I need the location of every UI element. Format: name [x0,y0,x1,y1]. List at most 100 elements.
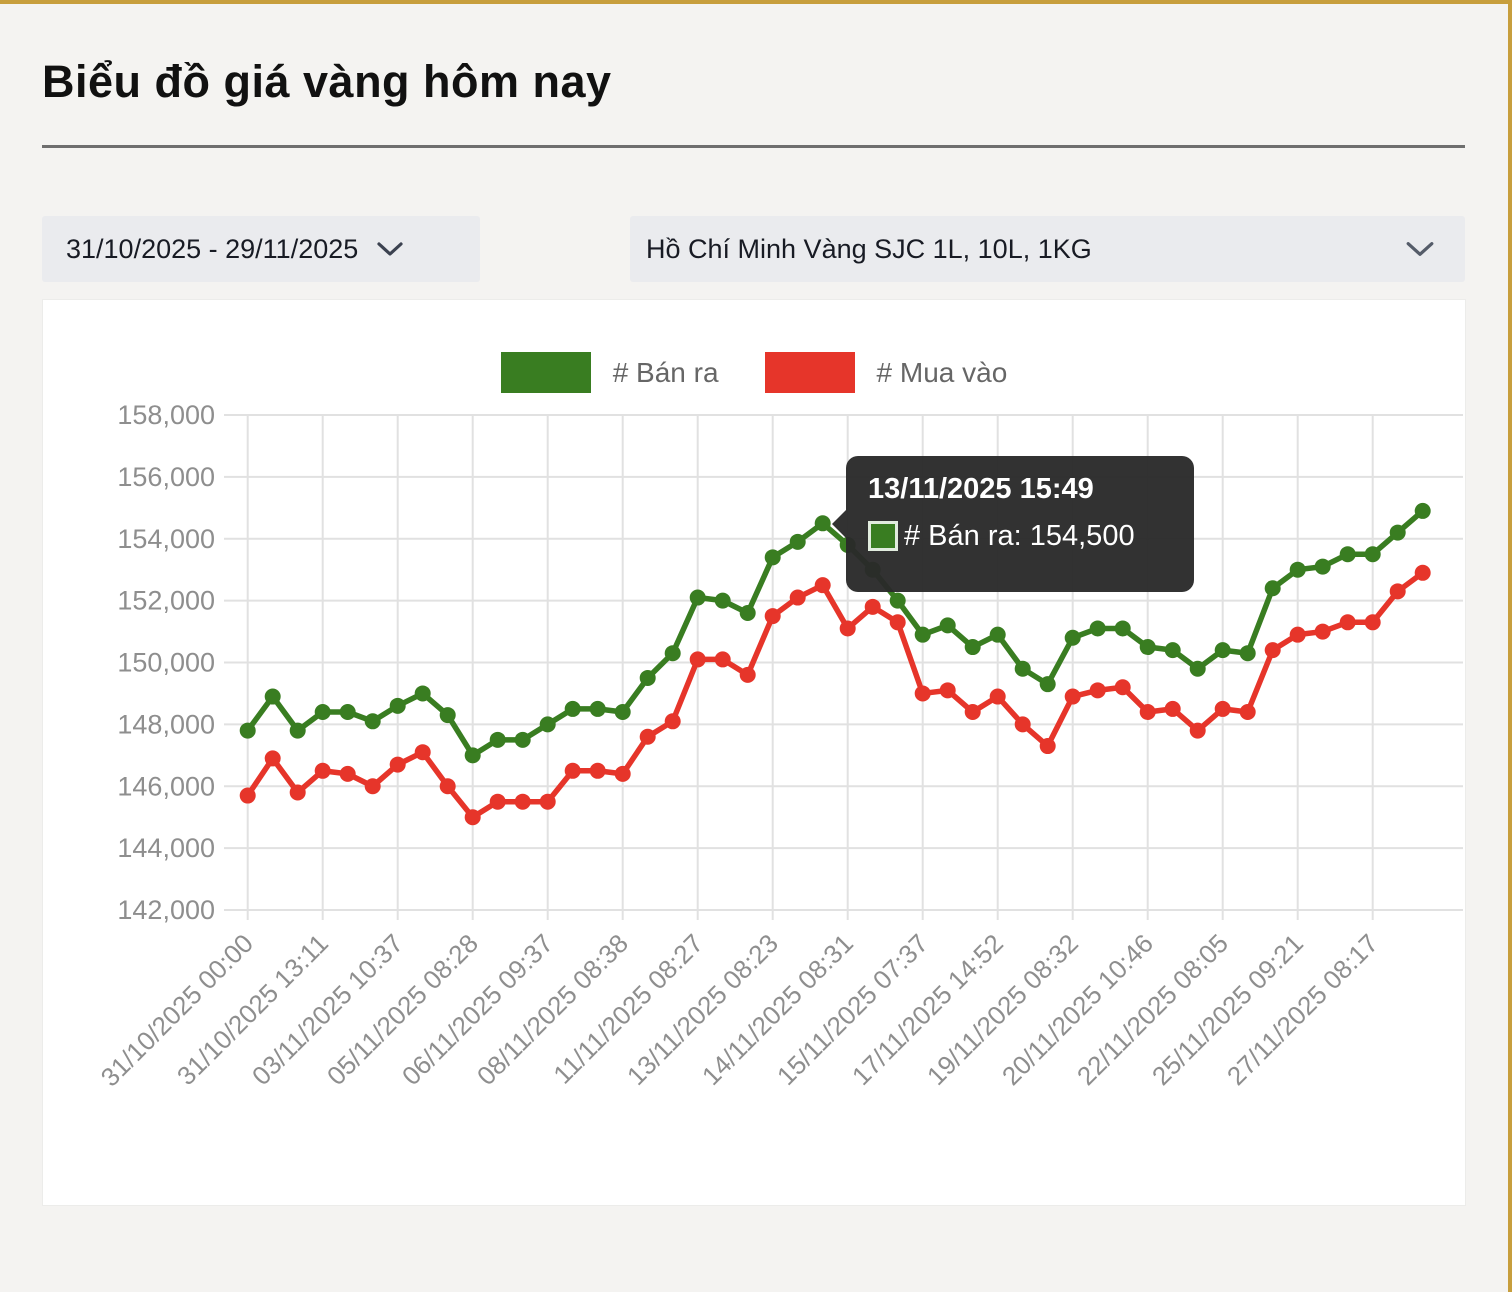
ban-ra-point[interactable] [1264,580,1281,597]
mua-vao-point[interactable] [1039,738,1056,755]
y-tick-label: 158,000 [117,400,215,430]
ban-ra-point[interactable] [464,747,481,764]
mua-vao-point[interactable] [1014,716,1031,733]
mua-vao-point[interactable] [289,784,306,801]
ban-ra-point[interactable] [714,592,731,609]
ban-ra-point[interactable] [1339,546,1356,563]
ban-ra-point[interactable] [1414,502,1431,519]
mua-vao-point[interactable] [839,620,856,637]
ban-ra-point[interactable] [1239,645,1256,662]
ban-ra-point[interactable] [389,697,406,714]
mua-vao-point[interactable] [414,744,431,761]
mua-vao-point[interactable] [439,778,456,795]
mua-vao-point[interactable] [939,682,956,699]
mua-vao-point[interactable] [1389,583,1406,600]
ban-ra-point[interactable] [964,639,981,656]
ban-ra-point[interactable] [914,626,931,643]
mua-vao-point[interactable] [314,762,331,779]
mua-vao-point[interactable] [464,809,481,826]
mua-vao-point[interactable] [614,765,631,782]
mua-vao-point[interactable] [1139,704,1156,720]
ban-ra-point[interactable] [1314,558,1331,575]
mua-vao-point[interactable] [1414,564,1431,581]
mua-vao-point[interactable] [514,793,531,810]
mua-vao-point[interactable] [714,651,731,668]
ban-ra-point[interactable] [764,549,781,566]
ban-ra-point[interactable] [564,700,581,717]
mua-vao-point[interactable] [539,793,556,810]
mua-vao-point[interactable] [664,713,681,730]
mua-vao-point[interactable] [889,614,906,631]
ban-ra-point[interactable] [614,704,631,720]
mua-vao-point[interactable] [764,608,781,625]
legend-item-mua-vao[interactable]: # Mua vào [764,352,1007,393]
mua-vao-point[interactable] [689,651,706,668]
ban-ra-point[interactable] [1039,676,1056,693]
mua-vao-point[interactable] [864,598,881,615]
mua-vao-point[interactable] [914,685,931,702]
ban-ra-point[interactable] [789,533,806,550]
mua-vao-point[interactable] [639,728,656,745]
ban-ra-point[interactable] [339,704,356,720]
ban-ra-point[interactable] [264,688,281,705]
mua-vao-point[interactable] [964,704,981,720]
ban-ra-point[interactable] [514,731,531,748]
mua-vao-point[interactable] [989,688,1006,705]
mua-vao-point[interactable] [389,756,406,773]
mua-vao-point[interactable] [1189,722,1206,739]
ban-ra-point[interactable] [1364,546,1381,563]
ban-ra-point[interactable] [439,707,456,724]
date-range-select[interactable]: 31/10/2025 - 29/11/2025 [42,216,480,282]
mua-vao-point[interactable] [589,762,606,779]
ban-ra-point[interactable] [1114,620,1131,637]
ban-ra-point[interactable] [1064,629,1081,646]
ban-ra-point[interactable] [939,617,956,634]
mua-vao-point[interactable] [339,765,356,782]
ban-ra-point[interactable] [814,515,831,532]
ban-ra-point[interactable] [1189,660,1206,677]
mua-vao-point[interactable] [1114,679,1131,696]
ban-ra-point[interactable] [639,669,656,686]
ban-ra-point[interactable] [989,626,1006,643]
ban-ra-point[interactable] [539,716,556,733]
ban-ra-point[interactable] [689,589,706,606]
legend-item-ban-ra[interactable]: # Bán ra [500,352,719,393]
mua-vao-point[interactable] [1214,700,1231,717]
ban-ra-point[interactable] [1139,639,1156,656]
ban-ra-point[interactable] [414,685,431,702]
mua-vao-point[interactable] [739,666,756,683]
market-select[interactable]: Hồ Chí Minh Vàng SJC 1L, 10L, 1KG [630,216,1465,282]
ban-ra-point[interactable] [1014,660,1031,677]
ban-ra-point[interactable] [1164,642,1181,659]
ban-ra-point[interactable] [239,722,256,739]
ban-ra-point[interactable] [739,605,756,621]
mua-vao-point[interactable] [489,793,506,810]
mua-vao-point[interactable] [364,778,381,795]
mua-vao-point[interactable] [1314,623,1331,640]
ban-ra-point[interactable] [664,645,681,662]
mua-vao-point[interactable] [814,577,831,594]
mua-vao-point[interactable] [1289,626,1306,643]
ban-ra-point[interactable] [889,592,906,609]
mua-vao-point[interactable] [264,750,281,767]
mua-vao-point[interactable] [1264,642,1281,659]
mua-vao-point[interactable] [1164,700,1181,717]
ban-ra-point[interactable] [1389,524,1406,541]
ban-ra-point[interactable] [289,722,306,739]
mua-vao-point[interactable] [789,589,806,606]
ban-ra-point[interactable] [1214,642,1231,659]
ban-ra-point[interactable] [364,713,381,730]
ban-ra-point[interactable] [1089,620,1106,637]
mua-vao-point[interactable] [1339,614,1356,631]
mua-vao-point[interactable] [1064,688,1081,705]
mua-vao-point[interactable] [564,762,581,779]
mua-vao-point[interactable] [239,787,256,804]
mua-vao-point[interactable] [1089,682,1106,699]
ban-ra-point[interactable] [489,731,506,748]
ban-ra-point[interactable] [589,700,606,717]
mua-vao-point[interactable] [1239,704,1256,720]
ban-ra-point[interactable] [314,704,331,720]
price-chart-canvas[interactable]: 142,000 144,000 146,000 148,000 150,000 152,0… [43,300,1467,1207]
mua-vao-point[interactable] [1364,614,1381,631]
ban-ra-point[interactable] [1289,561,1306,578]
